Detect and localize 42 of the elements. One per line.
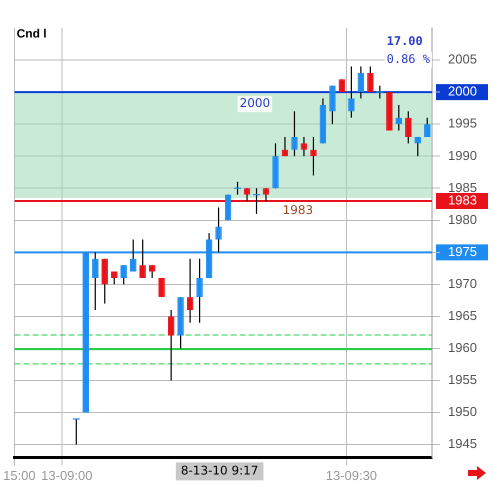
y-tick-label: 1960 xyxy=(448,340,477,356)
annotation: 17.00 xyxy=(386,34,423,48)
candlestick xyxy=(120,264,127,285)
candlestick xyxy=(367,66,374,93)
annotation: 1983 xyxy=(282,203,314,218)
ref-line-label: 1983 xyxy=(448,192,477,208)
y-tick-label: 1985 xyxy=(448,180,477,195)
y-tick-label: 1965 xyxy=(448,308,477,323)
candlestick xyxy=(148,264,156,279)
candlestick xyxy=(300,136,308,157)
candlestick xyxy=(329,85,336,125)
y-tick-label: 2000 xyxy=(448,84,477,99)
ref-line-label: 2000 xyxy=(240,96,270,110)
candlestick xyxy=(424,117,430,138)
candlestick xyxy=(405,110,412,144)
y-tick-label: 1950 xyxy=(448,404,477,420)
x-tick-label: 15:00 xyxy=(3,468,36,483)
annotation: Cnd l xyxy=(16,26,47,40)
candlestick xyxy=(196,258,203,324)
candlestick xyxy=(186,258,194,324)
text: 8-13-10 9:17 xyxy=(180,464,258,478)
y-tick-label: 1945 xyxy=(448,436,477,452)
candlestick xyxy=(348,66,355,118)
candlestick xyxy=(168,309,174,382)
y-tick-label: 1980 xyxy=(448,212,477,227)
candlestick xyxy=(139,238,146,279)
y-tick-label: 1975 xyxy=(448,244,477,259)
y-tick-label: 2005 xyxy=(448,52,477,67)
x-tick-label: 13-09:00 xyxy=(41,468,92,483)
candlestick xyxy=(102,258,108,304)
y-tick-label: 1995 xyxy=(448,116,477,131)
x-tick-label: 13-09:30 xyxy=(326,468,378,483)
y-tick-label: 1990 xyxy=(448,148,477,163)
candlestick xyxy=(414,136,421,157)
candlestick xyxy=(358,66,364,100)
annotation: 0.86 % xyxy=(386,52,431,66)
y-tick-label: 1970 xyxy=(448,276,477,291)
candlestick xyxy=(111,270,118,285)
y-tick-label: 1955 xyxy=(448,372,477,388)
candlestick xyxy=(396,104,402,132)
candlestick xyxy=(310,136,317,176)
candlestick xyxy=(291,110,298,157)
